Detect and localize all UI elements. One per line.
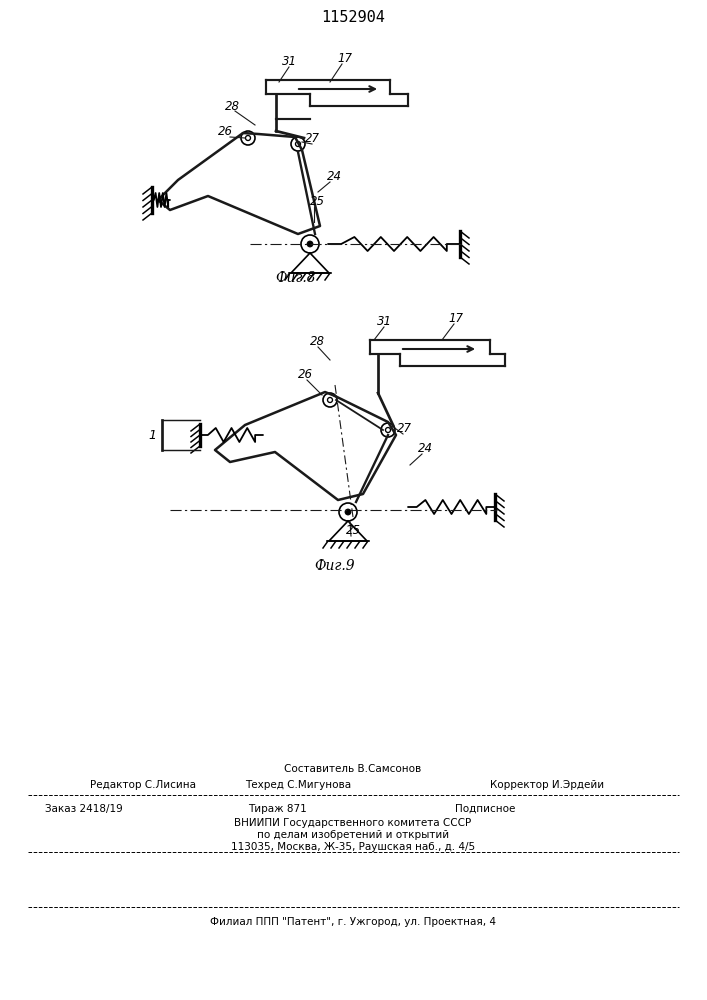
Text: Техред С.Мигунова: Техред С.Мигунова [245,780,351,790]
Text: 24: 24 [418,442,433,455]
Text: 27: 27 [397,422,412,435]
Circle shape [307,241,313,247]
Text: 17: 17 [337,52,352,65]
Text: 28: 28 [310,335,325,348]
Text: Фиг.8: Фиг.8 [276,271,316,285]
Text: 26: 26 [218,125,233,138]
Text: 25: 25 [310,195,325,208]
Text: Фиг.9: Фиг.9 [315,559,356,573]
Text: 1: 1 [148,429,156,442]
Text: 25: 25 [346,524,361,537]
Text: Редактор С.Лисина: Редактор С.Лисина [90,780,196,790]
Text: Заказ 2418/19: Заказ 2418/19 [45,804,123,814]
Text: 28: 28 [225,100,240,113]
Text: 113035, Москва, Ж-35, Раушская наб., д. 4/5: 113035, Москва, Ж-35, Раушская наб., д. … [231,842,475,852]
Text: 26: 26 [298,368,313,381]
Text: 17: 17 [448,312,463,325]
Text: Подписное: Подписное [455,804,515,814]
Text: 31: 31 [282,55,297,68]
Text: ВНИИПИ Государственного комитета СССР: ВНИИПИ Государственного комитета СССР [235,818,472,828]
Text: 24: 24 [327,170,342,183]
Circle shape [345,509,351,515]
Text: по делам изобретений и открытий: по делам изобретений и открытий [257,830,449,840]
Text: Филиал ППП "Патент", г. Ужгород, ул. Проектная, 4: Филиал ППП "Патент", г. Ужгород, ул. Про… [210,917,496,927]
Text: Корректор И.Эрдейи: Корректор И.Эрдейи [490,780,604,790]
Text: Составитель В.Самсонов: Составитель В.Самсонов [284,764,421,774]
Text: Тираж 871: Тираж 871 [248,804,307,814]
Text: 31: 31 [377,315,392,328]
Text: 27: 27 [305,132,320,145]
Text: 1152904: 1152904 [321,10,385,25]
